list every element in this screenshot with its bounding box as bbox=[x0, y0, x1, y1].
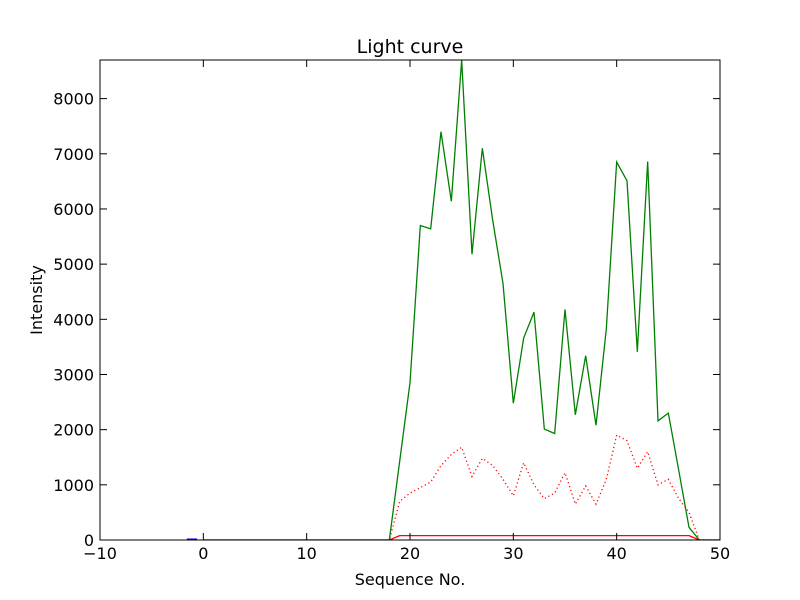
y-tick-label: 7000 bbox=[53, 145, 94, 164]
y-tick-label: 5000 bbox=[53, 255, 94, 274]
y-ticks: 0 1000 2000 3000 4000 5000 6000 7000 8000 bbox=[53, 90, 720, 550]
y-tick-label: 1000 bbox=[53, 476, 94, 495]
series-layer bbox=[186, 59, 720, 540]
series-line-0 bbox=[203, 59, 720, 540]
x-tick-label: 50 bbox=[710, 544, 730, 563]
y-tick-label: 8000 bbox=[53, 90, 94, 109]
x-tick-label: 10 bbox=[296, 544, 316, 563]
x-tick-label: 30 bbox=[503, 544, 523, 563]
x-tick-label: 20 bbox=[400, 544, 420, 563]
y-axis-label: Intensity bbox=[27, 265, 46, 335]
y-tick-label: 6000 bbox=[53, 200, 94, 219]
chart-title: Light curve bbox=[357, 36, 464, 58]
y-tick-label: 0 bbox=[84, 531, 94, 550]
x-tick-label: 40 bbox=[606, 544, 626, 563]
y-tick-label: 4000 bbox=[53, 310, 94, 329]
series-line-1 bbox=[203, 434, 720, 540]
series-line-2 bbox=[203, 534, 720, 540]
x-tick-label: −10 bbox=[83, 544, 117, 563]
x-tick-label: 0 bbox=[198, 544, 208, 563]
x-ticks: −10 0 10 20 30 40 50 bbox=[83, 60, 730, 563]
y-tick-label: 3000 bbox=[53, 365, 94, 384]
x-axis-label: Sequence No. bbox=[355, 570, 466, 589]
y-tick-label: 2000 bbox=[53, 421, 94, 440]
